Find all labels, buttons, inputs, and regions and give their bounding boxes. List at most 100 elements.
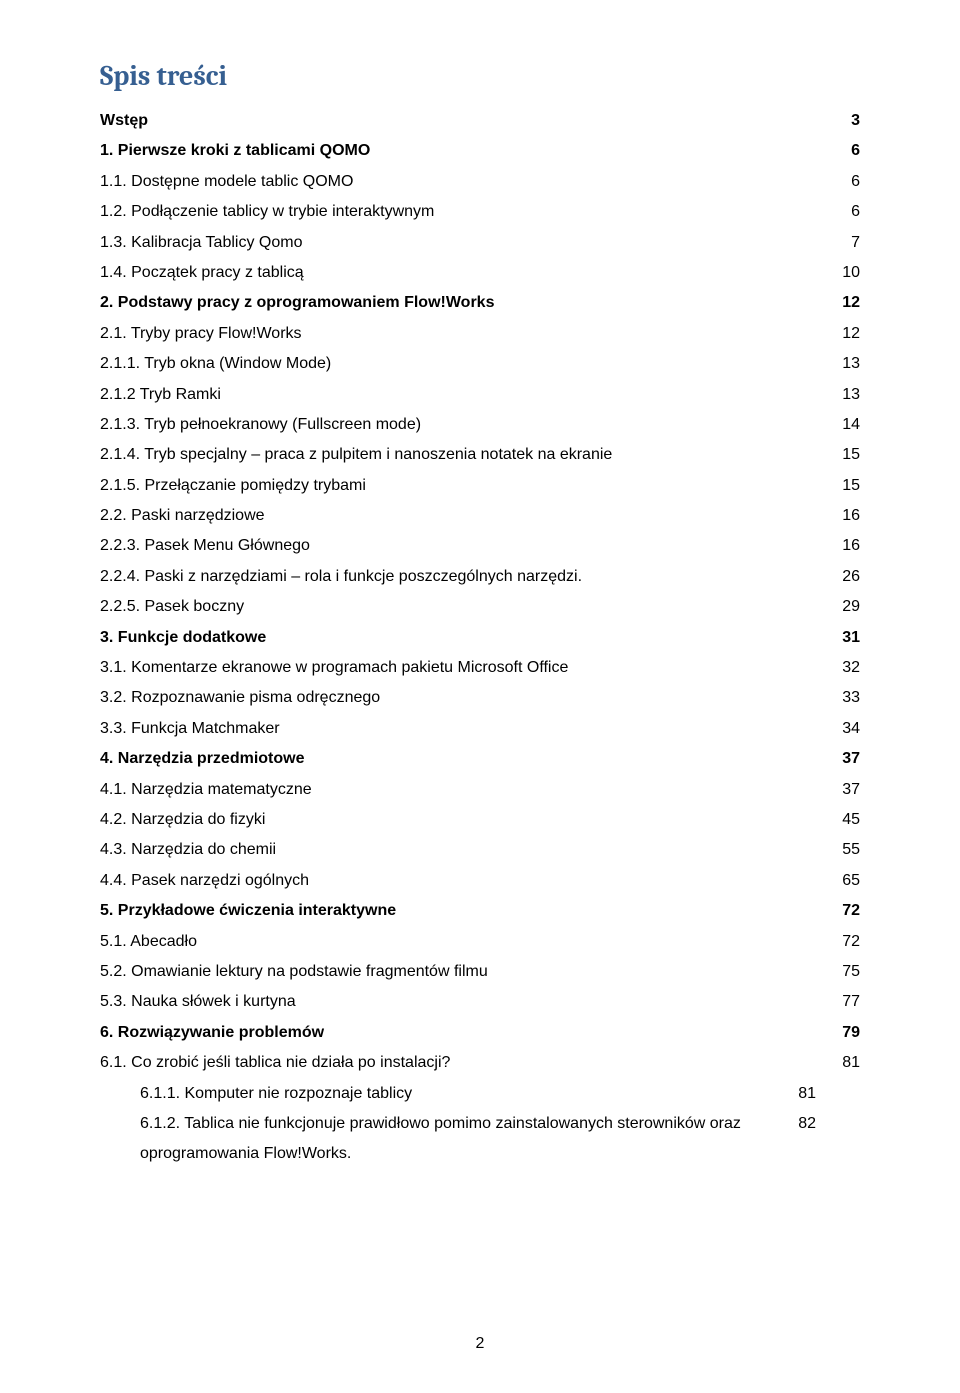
toc-row: 4.1. Narzędzia matematyczne37 [100, 775, 860, 805]
toc-label: 5.1. Abecadło [100, 927, 830, 957]
toc-row: 2.1.5. Przełączanie pomiędzy trybami15 [100, 471, 860, 501]
toc-row: 1. Pierwsze kroki z tablicami QOMO6 [100, 136, 860, 166]
toc-label: 2. Podstawy pracy z oprogramowaniem Flow… [100, 288, 830, 318]
toc-row: 6.1.2. Tablica nie funkcjonuje prawidłow… [100, 1109, 860, 1170]
toc-row: Wstęp3 [100, 106, 860, 136]
toc-row: 3. Funkcje dodatkowe31 [100, 623, 860, 653]
toc-page: 16 [830, 531, 860, 561]
toc-label: 2.2. Paski narzędziowe [100, 501, 830, 531]
toc-label: 5. Przykładowe ćwiczenia interaktywne [100, 896, 830, 926]
toc-page: 77 [830, 987, 860, 1017]
toc-label: 2.1.3. Tryb pełnoekranowy (Fullscreen mo… [100, 410, 830, 440]
toc-row: 5.1. Abecadło72 [100, 927, 860, 957]
toc-row: 2.1.2 Tryb Ramki13 [100, 380, 860, 410]
toc-title: Spis treści [100, 60, 860, 92]
toc-page: 7 [830, 228, 860, 258]
toc-page: 45 [830, 805, 860, 835]
toc-page: 32 [830, 653, 860, 683]
toc-page: 72 [830, 896, 860, 926]
toc-list: Wstęp31. Pierwsze kroki z tablicami QOMO… [100, 106, 860, 1170]
toc-row: 5.2. Omawianie lektury na podstawie frag… [100, 957, 860, 987]
toc-label: 1.1. Dostępne modele tablic QOMO [100, 167, 830, 197]
toc-page: 34 [830, 714, 860, 744]
toc-page: 15 [830, 471, 860, 501]
toc-row: 3.2. Rozpoznawanie pisma odręcznego33 [100, 683, 860, 713]
toc-page: 10 [830, 258, 860, 288]
toc-row: 4.3. Narzędzia do chemii55 [100, 835, 860, 865]
toc-label: 5.3. Nauka słówek i kurtyna [100, 987, 830, 1017]
toc-row: 2.1.1. Tryb okna (Window Mode)13 [100, 349, 860, 379]
toc-row: 2.2. Paski narzędziowe16 [100, 501, 860, 531]
toc-label: 4.3. Narzędzia do chemii [100, 835, 830, 865]
page: Spis treści Wstęp31. Pierwsze kroki z ta… [0, 0, 960, 1393]
toc-row: 2.2.5. Pasek boczny29 [100, 592, 860, 622]
toc-page: 26 [830, 562, 860, 592]
toc-page: 6 [830, 136, 860, 166]
toc-row: 4.4. Pasek narzędzi ogólnych65 [100, 866, 860, 896]
toc-row: 1.4. Początek pracy z tablicą10 [100, 258, 860, 288]
toc-page: 79 [830, 1018, 860, 1048]
toc-page: 13 [830, 349, 860, 379]
toc-row: 1.1. Dostępne modele tablic QOMO6 [100, 167, 860, 197]
toc-page: 14 [830, 410, 860, 440]
page-number: 2 [0, 1335, 960, 1353]
toc-label: 4.4. Pasek narzędzi ogólnych [100, 866, 830, 896]
toc-label: 5.2. Omawianie lektury na podstawie frag… [100, 957, 830, 987]
toc-page: 81 [830, 1048, 860, 1078]
toc-page: 37 [830, 775, 860, 805]
toc-row: 2.2.4. Paski z narzędziami – rola i funk… [100, 562, 860, 592]
toc-label: Wstęp [100, 106, 830, 136]
toc-label: 2.1.2 Tryb Ramki [100, 380, 830, 410]
toc-row: 6.1. Co zrobić jeśli tablica nie działa … [100, 1048, 860, 1078]
toc-label: 4. Narzędzia przedmiotowe [100, 744, 830, 774]
toc-page: 16 [830, 501, 860, 531]
toc-label: 2.1. Tryby pracy Flow!Works [100, 319, 830, 349]
toc-page: 72 [830, 927, 860, 957]
toc-label: 2.2.3. Pasek Menu Głównego [100, 531, 830, 561]
toc-row: 2. Podstawy pracy z oprogramowaniem Flow… [100, 288, 860, 318]
toc-label: 3.1. Komentarze ekranowe w programach pa… [100, 653, 830, 683]
toc-row: 3.3. Funkcja Matchmaker34 [100, 714, 860, 744]
toc-label: 1.3. Kalibracja Tablicy Qomo [100, 228, 830, 258]
toc-label: 1. Pierwsze kroki z tablicami QOMO [100, 136, 830, 166]
toc-page: 33 [830, 683, 860, 713]
toc-row: 2.1.4. Tryb specjalny – praca z pulpitem… [100, 440, 860, 470]
toc-label: 2.1.1. Tryb okna (Window Mode) [100, 349, 830, 379]
toc-label: 6. Rozwiązywanie problemów [100, 1018, 830, 1048]
toc-page: 55 [830, 835, 860, 865]
toc-label: 6.1.1. Komputer nie rozpoznaje tablicy [100, 1079, 786, 1109]
toc-page: 82 [786, 1109, 860, 1139]
toc-label: 2.2.5. Pasek boczny [100, 592, 830, 622]
toc-row: 6.1.1. Komputer nie rozpoznaje tablicy81 [100, 1079, 860, 1109]
toc-page: 31 [830, 623, 860, 653]
toc-label: 4.2. Narzędzia do fizyki [100, 805, 830, 835]
toc-row: 5.3. Nauka słówek i kurtyna77 [100, 987, 860, 1017]
toc-label: 1.2. Podłączenie tablicy w trybie intera… [100, 197, 830, 227]
toc-row: 2.1.3. Tryb pełnoekranowy (Fullscreen mo… [100, 410, 860, 440]
toc-page: 81 [786, 1079, 860, 1109]
toc-row: 4.2. Narzędzia do fizyki45 [100, 805, 860, 835]
toc-page: 12 [830, 319, 860, 349]
toc-label: 1.4. Początek pracy z tablicą [100, 258, 830, 288]
toc-label: 2.1.4. Tryb specjalny – praca z pulpitem… [100, 440, 830, 470]
toc-row: 3.1. Komentarze ekranowe w programach pa… [100, 653, 860, 683]
toc-label: 2.2.4. Paski z narzędziami – rola i funk… [100, 562, 830, 592]
toc-page: 13 [830, 380, 860, 410]
toc-page: 75 [830, 957, 860, 987]
toc-row: 1.2. Podłączenie tablicy w trybie intera… [100, 197, 860, 227]
toc-page: 3 [830, 106, 860, 136]
toc-page: 6 [830, 197, 860, 227]
toc-page: 15 [830, 440, 860, 470]
toc-page: 29 [830, 592, 860, 622]
toc-label: 3.2. Rozpoznawanie pisma odręcznego [100, 683, 830, 713]
toc-label: 2.1.5. Przełączanie pomiędzy trybami [100, 471, 830, 501]
toc-row: 6. Rozwiązywanie problemów79 [100, 1018, 860, 1048]
toc-label: 4.1. Narzędzia matematyczne [100, 775, 830, 805]
toc-row: 2.1. Tryby pracy Flow!Works12 [100, 319, 860, 349]
toc-row: 4. Narzędzia przedmiotowe37 [100, 744, 860, 774]
toc-label: 3.3. Funkcja Matchmaker [100, 714, 830, 744]
toc-page: 37 [830, 744, 860, 774]
toc-page: 6 [830, 167, 860, 197]
toc-label: 6.1.2. Tablica nie funkcjonuje prawidłow… [100, 1109, 786, 1170]
toc-row: 1.3. Kalibracja Tablicy Qomo7 [100, 228, 860, 258]
